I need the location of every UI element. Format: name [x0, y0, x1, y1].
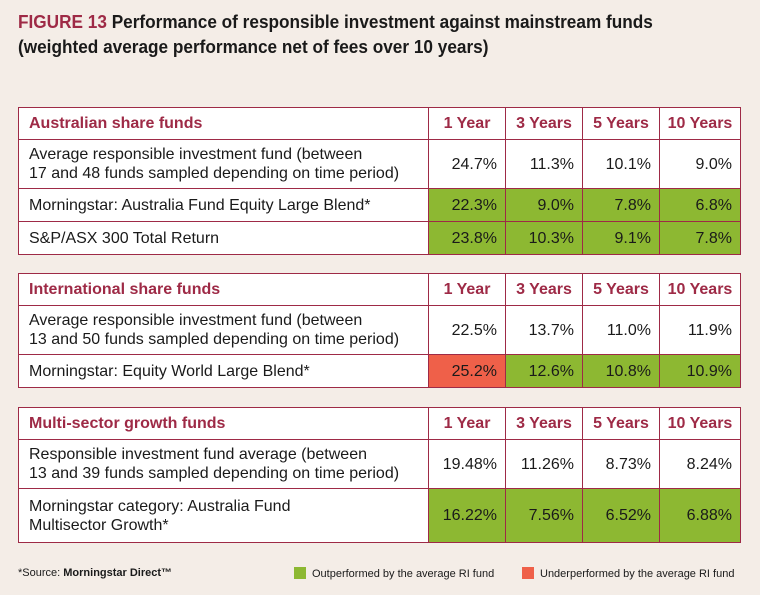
table-row: Morningstar category: Australia Fund Mult…	[18, 488, 741, 543]
value-cell-outperformed: 16.22%	[428, 488, 506, 543]
table-australian-share-funds: Australian share funds 1 Year 3 Years 5 …	[18, 107, 741, 255]
row-label-line: 17 and 48 funds sampled depending on tim…	[29, 165, 400, 182]
column-header: 5 Years	[582, 107, 660, 140]
value-cell: 11.26%	[505, 439, 583, 489]
figure-title-line1: FIGURE 13 Performance of responsible inv…	[18, 9, 697, 34]
row-label: S&P/ASX 300 Total Return	[18, 221, 429, 255]
value-cell-outperformed: 9.1%	[582, 221, 660, 255]
row-label-line: 13 and 50 funds sampled depending on tim…	[29, 331, 400, 348]
value-cell-underperformed: 25.2%	[428, 354, 506, 388]
value-cell-outperformed: 10.8%	[582, 354, 660, 388]
value-cell-outperformed: 6.8%	[659, 188, 741, 222]
value-cell: 8.73%	[582, 439, 660, 489]
value-cell: 24.7%	[428, 139, 506, 189]
section-heading: Australian share funds	[18, 107, 429, 140]
value-cell-outperformed: 6.52%	[582, 488, 660, 543]
column-header: 10 Years	[659, 407, 741, 440]
section-heading: International share funds	[18, 273, 429, 306]
table-row: Average responsible investment fund (bet…	[18, 305, 741, 355]
column-header: 3 Years	[505, 407, 583, 440]
value-cell: 22.5%	[428, 305, 506, 355]
table-row: Average responsible investment fund (bet…	[18, 139, 741, 189]
legend-swatch-red	[522, 567, 534, 579]
table-row: Morningstar: Australia Fund Equity Large…	[18, 188, 741, 222]
table-row: Responsible investment fund average (bet…	[18, 439, 741, 489]
table-header-row: Multi-sector growth funds 1 Year 3 Years…	[18, 407, 741, 440]
value-cell-outperformed: 7.8%	[659, 221, 741, 255]
row-label: Responsible investment fund average (bet…	[18, 439, 429, 489]
source-note: *Source: Morningstar Direct™	[18, 567, 172, 579]
column-header: 1 Year	[428, 273, 506, 306]
value-cell-outperformed: 6.88%	[659, 488, 741, 543]
row-label: Morningstar: Australia Fund Equity Large…	[18, 188, 429, 222]
value-cell: 19.48%	[428, 439, 506, 489]
figure-title-line2: (weighted average performance net of fee…	[18, 36, 489, 57]
column-header: 5 Years	[582, 273, 660, 306]
column-header: 3 Years	[505, 107, 583, 140]
table-multi-sector-growth-funds: Multi-sector growth funds 1 Year 3 Years…	[18, 407, 741, 543]
figure-title: FIGURE 13 Performance of responsible inv…	[18, 9, 697, 59]
value-cell: 9.0%	[659, 139, 741, 189]
value-cell: 11.3%	[505, 139, 583, 189]
legend-outperformed: Outperformed by the average RI fund	[294, 567, 494, 580]
legend-underperformed: Underperformed by the average RI fund	[522, 567, 734, 580]
value-cell: 11.9%	[659, 305, 741, 355]
section-heading: Multi-sector growth funds	[18, 407, 429, 440]
row-label: Average responsible investment fund (bet…	[18, 139, 429, 189]
row-label-line: Responsible investment fund average (bet…	[29, 446, 367, 463]
table-header-row: Australian share funds 1 Year 3 Years 5 …	[18, 107, 741, 140]
row-label-line: 13 and 39 funds sampled depending on tim…	[29, 465, 400, 482]
legend-outperformed-label: Outperformed by the average RI fund	[312, 568, 495, 580]
column-header: 10 Years	[659, 107, 741, 140]
row-label: Morningstar category: Australia Fund Mult…	[18, 488, 429, 543]
value-cell-outperformed: 23.8%	[428, 221, 506, 255]
value-cell-outperformed: 12.6%	[505, 354, 583, 388]
row-label: Morningstar: Equity World Large Blend*	[18, 354, 429, 388]
table-row: Morningstar: Equity World Large Blend* 2…	[18, 354, 741, 388]
value-cell: 8.24%	[659, 439, 741, 489]
legend-underperformed-label: Underperformed by the average RI fund	[540, 568, 735, 580]
column-header: 1 Year	[428, 407, 506, 440]
table-international-share-funds: International share funds 1 Year 3 Years…	[18, 273, 741, 388]
column-header: 3 Years	[505, 273, 583, 306]
row-label-line: Average responsible investment fund (bet…	[29, 146, 363, 163]
figure-title-text: Performance of responsible investment ag…	[111, 11, 653, 32]
value-cell-outperformed: 9.0%	[505, 188, 583, 222]
legend-swatch-green	[294, 567, 306, 579]
table-row: S&P/ASX 300 Total Return 23.8% 10.3% 9.1…	[18, 221, 741, 255]
source-name: Morningstar Direct™	[63, 567, 173, 579]
column-header: 5 Years	[582, 407, 660, 440]
value-cell-outperformed: 7.56%	[505, 488, 583, 543]
figure-label: FIGURE 13	[18, 11, 107, 32]
value-cell: 13.7%	[505, 305, 583, 355]
row-label-line: Multisector Growth*	[29, 516, 169, 534]
column-header: 10 Years	[659, 273, 741, 306]
row-label-line: Average responsible investment fund (bet…	[29, 312, 363, 329]
value-cell: 10.1%	[582, 139, 660, 189]
table-header-row: International share funds 1 Year 3 Years…	[18, 273, 741, 306]
source-prefix: *Source:	[18, 567, 64, 579]
row-label-line: Morningstar category: Australia Fund	[29, 497, 291, 515]
value-cell-outperformed: 10.3%	[505, 221, 583, 255]
value-cell-outperformed: 10.9%	[659, 354, 741, 388]
value-cell-outperformed: 7.8%	[582, 188, 660, 222]
value-cell-outperformed: 22.3%	[428, 188, 506, 222]
value-cell: 11.0%	[582, 305, 660, 355]
column-header: 1 Year	[428, 107, 506, 140]
row-label: Average responsible investment fund (bet…	[18, 305, 429, 355]
